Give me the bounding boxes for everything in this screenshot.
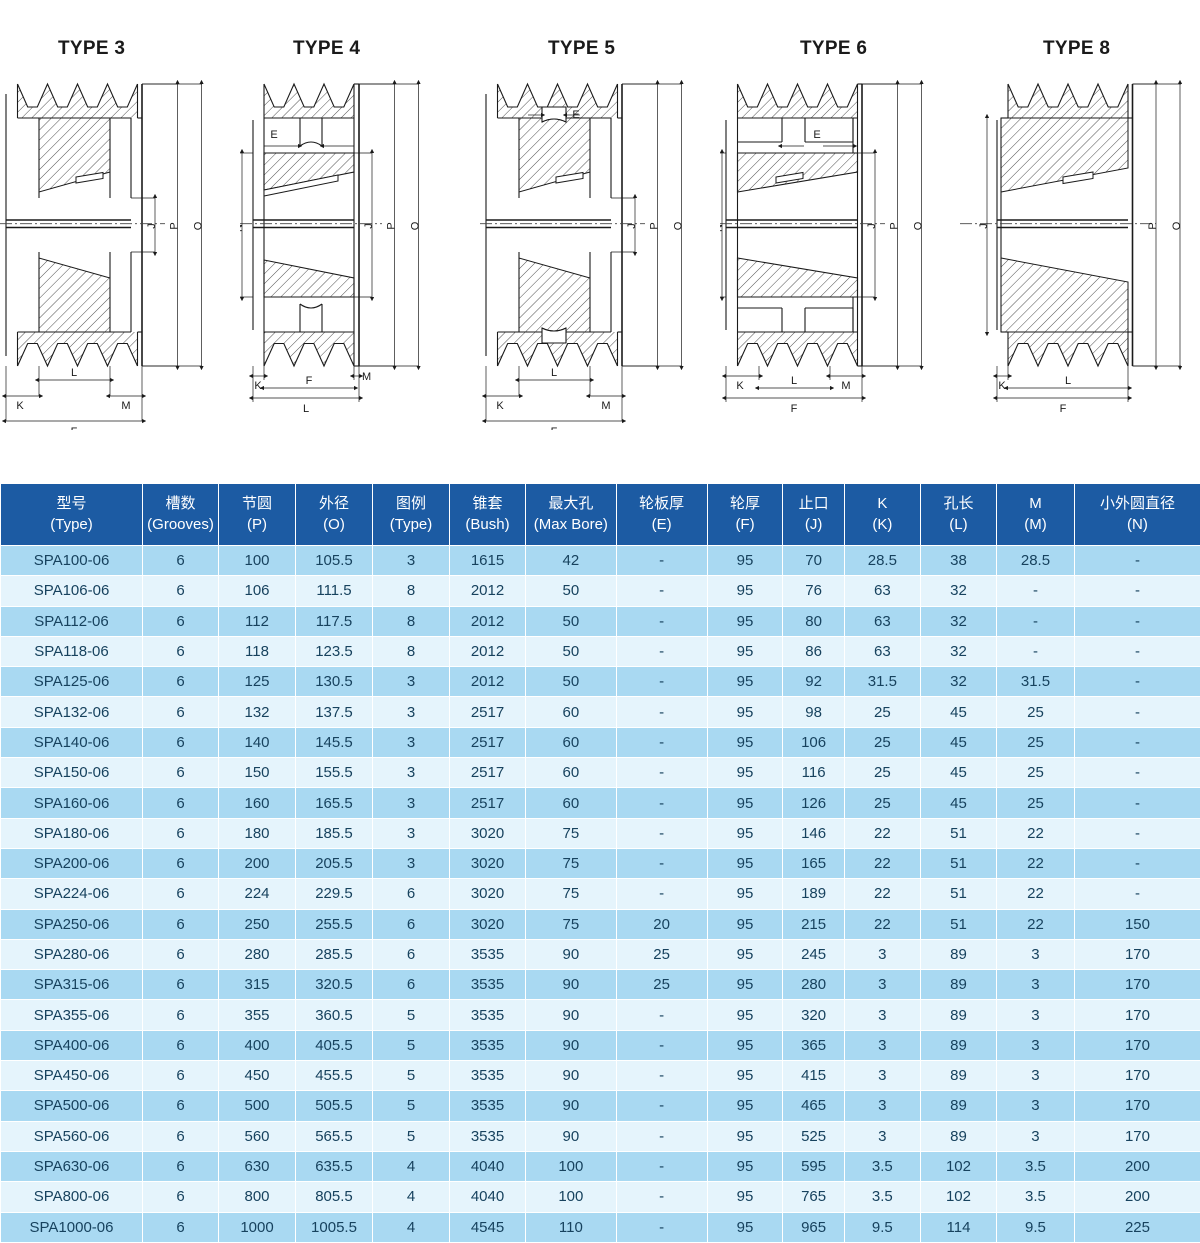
svg-text:F: F [71,426,78,430]
svg-text:L: L [1065,375,1071,387]
svg-text:P: P [649,222,661,229]
svg-text:N: N [720,224,725,232]
svg-text:P: P [889,222,901,229]
svg-text:P: P [169,222,181,229]
svg-text:O: O [410,221,422,230]
svg-text:M: M [841,380,850,392]
svg-text:E: E [813,129,820,141]
svg-text:F: F [791,403,798,415]
svg-text:P: P [386,222,398,229]
svg-text:K: K [998,380,1006,392]
svg-text:M: M [121,400,130,412]
svg-text:L: L [71,367,77,379]
svg-text:O: O [1171,221,1183,230]
svg-text:K: K [254,380,262,392]
svg-text:K: K [16,400,24,412]
svg-text:K: K [736,380,744,392]
svg-text:J: J [626,223,638,229]
svg-text:J: J [146,223,158,229]
svg-text:M: M [362,371,371,383]
svg-text:J: J [363,223,375,229]
svg-text:E: E [270,129,277,141]
svg-text:O: O [673,221,685,230]
svg-text:P: P [1147,222,1159,229]
svg-text:F: F [551,426,558,430]
svg-text:L: L [551,367,557,379]
svg-text:O: O [913,221,925,230]
svg-text:F: F [1060,403,1067,415]
svg-text:L: L [303,403,309,415]
svg-text:J: J [978,223,990,229]
svg-text:M: M [601,400,610,412]
svg-text:L: L [791,375,797,387]
svg-text:F: F [306,375,313,387]
svg-text:O: O [193,221,205,230]
svg-text:J: J [866,223,878,229]
svg-text:N: N [240,224,245,232]
svg-text:K: K [496,400,504,412]
